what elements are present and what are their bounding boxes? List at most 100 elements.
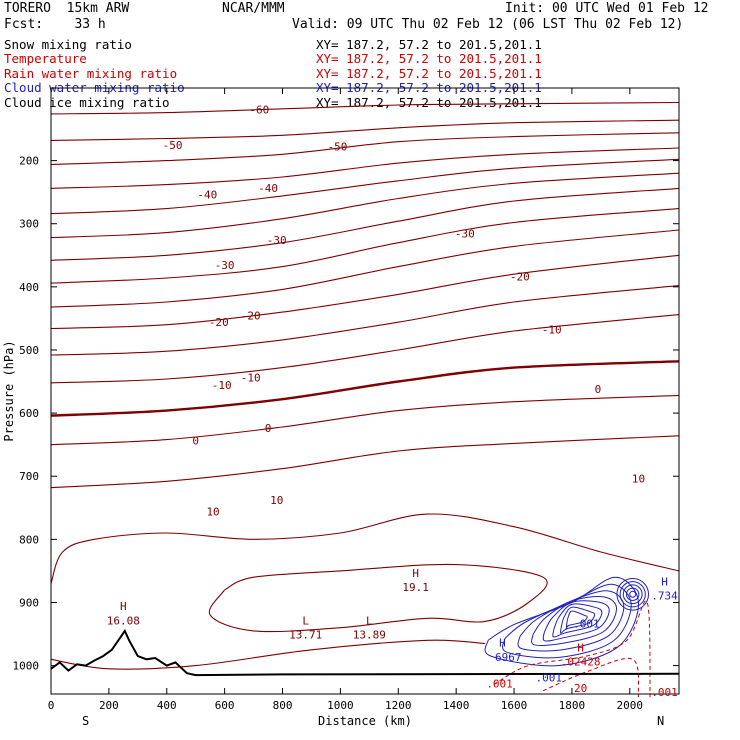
isotherm-label: 0 (595, 383, 602, 396)
cloud-water-contour-4 (542, 600, 610, 642)
x-tick-label: 0 (48, 699, 55, 712)
rain-label: .02428 (561, 656, 601, 669)
cloud-water-ring-4 (616, 577, 649, 611)
isotherm-label: -30 (455, 228, 475, 241)
isotherm--35 (50, 172, 680, 239)
field-name-cloud-water: Cloud water mixing ratio (4, 80, 185, 95)
isotherm-label: -50 (163, 139, 183, 152)
isotherm-label: -20 (209, 316, 229, 329)
isotherm-label: 0 (265, 422, 272, 435)
isotherm--45 (50, 147, 680, 189)
isotherm-group (50, 101, 680, 670)
isotherm--5 (50, 314, 680, 384)
cloud-water-contour-6 (560, 606, 596, 634)
init-time: Init: 00 UTC Wed 01 Feb 12 (505, 1, 709, 16)
boundary-contour-2 (50, 639, 486, 670)
cloud-label: .001 (573, 618, 600, 631)
x-tick-label: 1400 (443, 699, 470, 712)
isotherm-label: -20 (510, 271, 530, 284)
cloud-water-contour-7 (565, 610, 588, 630)
north-label: N (657, 714, 664, 728)
field-xy-cloud-ice: XY= 187.2, 57.2 to 201.5,201.1 (316, 95, 542, 110)
isotherm--15 (50, 254, 680, 330)
x-tick-label: 1000 (327, 699, 354, 712)
isotherm-label: -10 (241, 372, 261, 385)
cloud-label: .001 (536, 671, 563, 684)
forecast-hour: Fcst: 33 h (4, 17, 106, 32)
pressure-annotation: 16.08 (107, 615, 140, 628)
cloud-water-ring-2 (622, 584, 643, 605)
isotherm-0 (50, 360, 680, 417)
pressure-annotation: 19.1 (402, 581, 429, 594)
isotherm-label: 0 (192, 435, 199, 448)
isotherm--30 (50, 187, 680, 261)
isotherm--40 (50, 158, 680, 215)
cloud-label: H (499, 637, 506, 650)
rain-contour-1 (542, 657, 640, 698)
field-xy-cloud-water: XY= 187.2, 57.2 to 201.5,201.1 (316, 80, 542, 95)
rain-label: 20 (574, 682, 587, 695)
pressure-annotation: 13.71 (289, 628, 322, 641)
valid-time: Valid: 09 UTC Thu 02 Feb 12 (06 LST Thu … (292, 17, 684, 32)
pressure-annotation: L (302, 615, 309, 628)
y-tick-label: 900 (19, 596, 39, 609)
cloud-water-ring-1 (625, 587, 640, 601)
y-tick-label: 700 (19, 470, 39, 483)
y-tick-label: 600 (19, 407, 39, 420)
rain-water-group (493, 600, 651, 698)
x-tick-label: 1200 (385, 699, 412, 712)
isotherm-label: -30 (215, 259, 235, 272)
x-tick-label: 1800 (559, 699, 586, 712)
isotherm-label: -60 (249, 103, 269, 116)
x-tick-label: 600 (215, 699, 235, 712)
cloud-water-group (484, 576, 649, 667)
isotherm-label: -40 (197, 188, 217, 201)
cloud-label: H (661, 575, 668, 588)
boundary-contour-1 (208, 563, 548, 633)
model-title: TORERO 15km ARW (4, 1, 130, 16)
y-tick-label: 400 (19, 281, 39, 294)
isotherm-10 (50, 435, 680, 489)
pressure-annotation: 13.89 (353, 628, 386, 641)
field-xy-snow: XY= 187.2, 57.2 to 201.5,201.1 (316, 37, 542, 52)
rain-label: .001 (486, 678, 513, 691)
field-name-cloud-ice: Cloud ice mixing ratio (4, 95, 170, 110)
cloud-label: .734 (651, 589, 678, 602)
y-tick-label: 200 (19, 155, 39, 168)
isotherm-label: -50 (328, 140, 348, 153)
cloud-water-ring-0 (629, 590, 637, 598)
cloud-water-contour-2 (517, 590, 625, 652)
x-tick-label: 400 (157, 699, 177, 712)
terrain-line (50, 628, 680, 677)
isotherm--20 (50, 229, 680, 308)
rain-label: H (577, 642, 584, 655)
rain-contour-0 (493, 600, 651, 698)
rain-label: .001 (651, 686, 678, 699)
isotherm-label: -10 (542, 324, 562, 337)
isotherm-label: -10 (212, 379, 232, 392)
org-label: NCAR/MMM (222, 1, 285, 16)
cloud-label: 6967 (495, 651, 522, 664)
field-name-snow: Snow mixing ratio (4, 37, 132, 52)
pressure-annotation: L (366, 615, 373, 628)
isotherm-label: -40 (258, 182, 278, 195)
field-name-rain: Rain water mixing ratio (4, 66, 178, 81)
isotherm--10 (50, 285, 680, 356)
isotherm-5 (50, 394, 680, 446)
x-tick-label: 200 (99, 699, 119, 712)
boundary-contour-0 (50, 513, 680, 584)
axis-ticks: 0 200 400 600 800 1000 1200 1400 1600 1800 2000200… (13, 88, 679, 712)
isotherm--25 (50, 208, 680, 284)
x-tick-label: 800 (273, 699, 293, 712)
terrain-group (50, 628, 680, 677)
field-xy-temperature: XY= 187.2, 57.2 to 201.5,201.1 (316, 51, 542, 66)
annotation-labels: -60-50 -50-40 -40-30-30-30-20-20 -20-10-10-… (107, 103, 678, 699)
pressure-annotation: H (120, 600, 127, 613)
x-tick-label: 1600 (501, 699, 528, 712)
y-tick-label: 500 (19, 344, 39, 357)
isotherm-label: 10 (270, 494, 283, 507)
cloud-water-contour-1 (501, 583, 632, 659)
isotherm-label: 10 (206, 505, 219, 518)
cloud-water-ring-3 (619, 581, 646, 608)
